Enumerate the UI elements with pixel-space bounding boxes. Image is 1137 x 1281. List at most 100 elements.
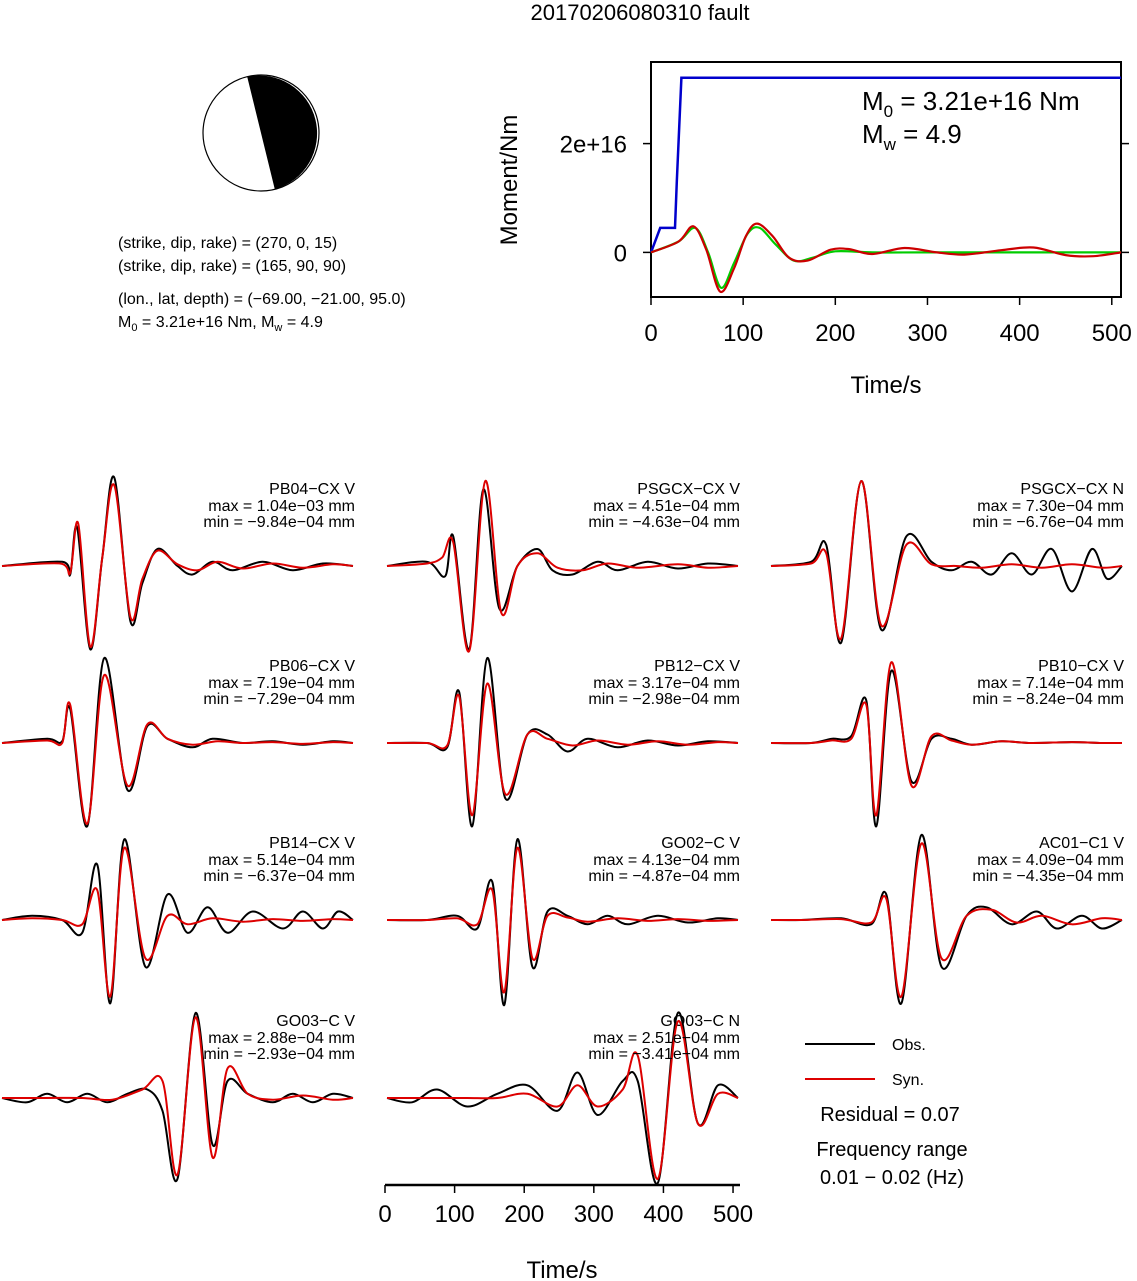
moment-annotation-mw: Mw = 4.9 — [862, 119, 962, 154]
station-min: min = −2.98e−04 mm — [588, 691, 740, 708]
moment-xtick-label: 300 — [907, 320, 947, 347]
station-name: PB10−CX V — [1038, 658, 1124, 675]
legend-syn-label: Syn. — [892, 1072, 924, 1089]
moment-axes: 0 100 200 300 400 500 0 2e+16 — [560, 132, 1132, 347]
waveform-syn — [1, 673, 354, 825]
station-max: max = 3.17e−04 mm — [593, 675, 740, 692]
frequency-range-value: 0.01 − 0.02 (Hz) — [820, 1167, 964, 1189]
moment-ytick-label: 2e+16 — [560, 132, 627, 159]
moment-cumulative-line — [649, 76, 1121, 253]
moment-frame — [650, 61, 1122, 298]
residual-text: Residual = 0.07 — [820, 1104, 960, 1126]
station-min: min = −6.76e−04 mm — [972, 514, 1124, 531]
station-name: PB04−CX V — [269, 481, 355, 498]
station-max: max = 7.30e−04 mm — [977, 498, 1124, 515]
legend: Obs. Syn. — [805, 1037, 926, 1089]
legend-obs-label: Obs. — [892, 1037, 926, 1054]
station-name: PSGCX−CX N — [1020, 481, 1124, 498]
station-name: PB14−CX V — [269, 835, 355, 852]
station-name: AC01−C1 V — [1039, 835, 1124, 852]
waveform-time-axis: 0 100 200 300 400 500 — [378, 1183, 753, 1228]
moment-xtick-label: 200 — [815, 320, 855, 347]
station-min: min = −7.29e−04 mm — [203, 691, 355, 708]
station-max: max = 1.04e−03 mm — [208, 498, 355, 515]
waveform-xtick-label: 0 — [378, 1201, 391, 1228]
moment-rate-line-2 — [650, 222, 1122, 293]
station-min: min = −2.93e−04 mm — [203, 1046, 355, 1063]
waveform-xtick-label: 200 — [504, 1201, 544, 1228]
station-min: min = −4.63e−04 mm — [588, 514, 740, 531]
source-info: (strike, dip, rake) = (270, 0, 15) (stri… — [118, 235, 406, 334]
station-min: min = −4.35e−04 mm — [972, 868, 1124, 885]
station-min: min = −8.24e−04 mm — [972, 691, 1124, 708]
moment-xtick-label: 400 — [1000, 320, 1040, 347]
station-name: PSGCX−CX V — [637, 481, 740, 498]
waveform-syn — [2, 1016, 354, 1177]
waveform-xtick-label: 300 — [574, 1201, 614, 1228]
station-name: PB12−CX V — [654, 658, 740, 675]
station-min: min = −6.37e−04 mm — [203, 868, 355, 885]
station-name: GO02−C V — [661, 835, 740, 852]
station-max: max = 7.19e−04 mm — [208, 675, 355, 692]
station-max: max = 4.51e−04 mm — [593, 498, 740, 515]
waveform-obs — [386, 838, 739, 1007]
info-line-4: M0 = 3.21e+16 Nm, Mw = 4.9 — [118, 314, 323, 334]
waveform-syn — [1, 483, 354, 648]
beachball-compressional-quadrant — [247, 75, 318, 190]
station-max: max = 4.09e−04 mm — [977, 852, 1124, 869]
moment-annotation-m0: M0 = 3.21e+16 Nm — [862, 86, 1080, 121]
waveform-syn — [770, 479, 1123, 641]
waveform-syn — [386, 846, 739, 994]
moment-rate-line-1 — [650, 226, 1121, 289]
moment-xtick-label: 500 — [1092, 320, 1132, 347]
moment-ylabel: Moment/Nm — [496, 115, 523, 246]
moment-series — [649, 76, 1122, 293]
moment-xtick-label: 100 — [723, 320, 763, 347]
station-name: PB06−CX V — [269, 658, 355, 675]
info-line-2: (strike, dip, rake) = (165, 90, 90) — [118, 258, 346, 275]
station-min: min = −4.87e−04 mm — [588, 868, 740, 885]
waveform-syn — [386, 682, 739, 817]
waveform-syn — [387, 1020, 739, 1180]
waveform-syn — [770, 842, 1123, 998]
station-max: max = 4.13e−04 mm — [593, 852, 740, 869]
station-max: max = 2.51e−04 mm — [593, 1030, 740, 1047]
waveform-xtick-label: 400 — [643, 1201, 683, 1228]
moment-ytick-label: 0 — [614, 240, 627, 267]
waveform-syn — [1, 846, 354, 998]
info-line-3: (lon., lat, depth) = (−69.00, −21.00, 95… — [118, 291, 406, 308]
waveform-xtick-label: 500 — [713, 1201, 753, 1228]
station-max: max = 5.14e−04 mm — [208, 852, 355, 869]
moment-xlabel: Time/s — [850, 372, 921, 399]
station-max: max = 7.14e−04 mm — [977, 675, 1124, 692]
station-min: min = −9.84e−04 mm — [203, 514, 355, 531]
info-line-1: (strike, dip, rake) = (270, 0, 15) — [118, 235, 337, 252]
frequency-range-label: Frequency range — [816, 1139, 967, 1161]
station-name: GO03−C V — [276, 1013, 355, 1030]
waveform-obs — [770, 833, 1123, 1005]
waveform-xtick-label: 100 — [435, 1201, 475, 1228]
station-max: max = 2.88e−04 mm — [208, 1030, 355, 1047]
waveform-syn — [770, 661, 1123, 817]
waveform-obs — [1, 838, 354, 1005]
moment-xtick-label: 0 — [644, 320, 657, 347]
page-title: 20170206080310 fault — [531, 0, 750, 25]
waveform-obs — [770, 479, 1123, 645]
beachball — [202, 74, 320, 192]
waveform-xlabel: Time/s — [526, 1257, 597, 1281]
waveform-syn — [386, 479, 739, 653]
